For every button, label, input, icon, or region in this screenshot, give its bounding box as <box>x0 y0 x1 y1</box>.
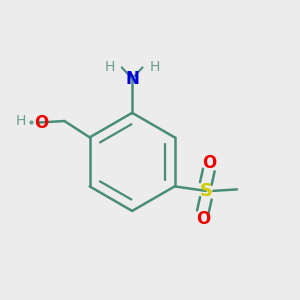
Text: O: O <box>202 154 216 172</box>
Text: H: H <box>16 114 26 128</box>
Text: S: S <box>199 182 212 200</box>
Text: O: O <box>34 113 49 131</box>
Text: N: N <box>125 70 139 88</box>
Text: O: O <box>196 210 210 228</box>
Text: H: H <box>149 60 160 74</box>
Text: H: H <box>105 60 115 74</box>
